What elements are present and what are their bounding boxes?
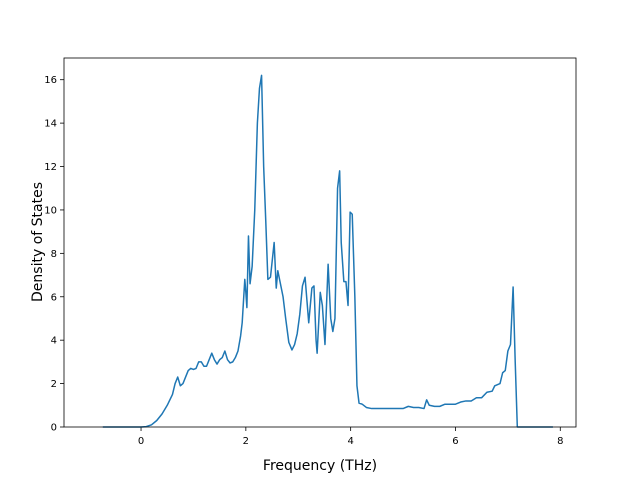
x-axis-label: Frequency (THz) <box>263 458 377 474</box>
x-tick-label: 2 <box>243 436 249 447</box>
axes-frame <box>63 57 577 428</box>
y-tick-label: 8 <box>51 249 57 260</box>
y-tick-label: 14 <box>44 119 57 130</box>
y-axis-label: Density of States <box>30 182 46 302</box>
y-tick-label: 2 <box>51 379 57 390</box>
x-tick-label: 6 <box>452 436 458 447</box>
y-tick-label: 16 <box>44 75 57 86</box>
y-tick-label: 6 <box>51 292 57 303</box>
data-line <box>102 74 553 428</box>
y-tick-label: 4 <box>51 336 57 347</box>
x-tick-label: 0 <box>138 436 144 447</box>
y-tick-label: 12 <box>44 162 57 173</box>
y-tick-label: 0 <box>51 423 57 434</box>
y-tick-label: 10 <box>44 205 57 216</box>
x-tick-label: 8 <box>557 436 563 447</box>
x-tick-label: 4 <box>347 436 353 447</box>
